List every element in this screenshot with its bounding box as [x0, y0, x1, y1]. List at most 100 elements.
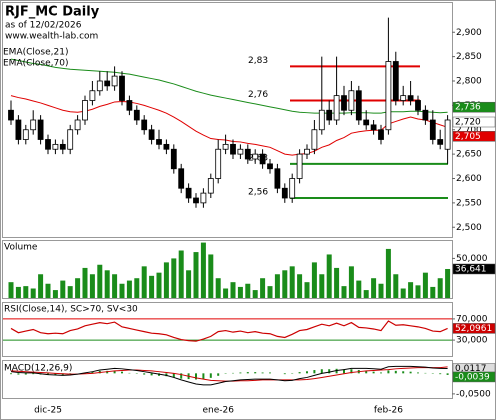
volume-bar — [245, 283, 251, 298]
candle-body — [348, 90, 355, 111]
value-badge — [452, 371, 496, 383]
volume-bar — [415, 285, 421, 298]
volume-bar — [319, 274, 325, 298]
candle-body — [341, 95, 347, 111]
volume-bar — [223, 288, 229, 298]
volume-bar — [408, 282, 414, 298]
candle-body — [311, 129, 318, 150]
y-tick-label: 50,000 — [456, 254, 488, 264]
y-tick-label: -0,0500 — [456, 389, 491, 399]
volume-bar — [104, 270, 110, 298]
value-badge-label: 2,705 — [455, 132, 481, 142]
candle-body — [170, 148, 177, 170]
watermark: www.wealth-lab.com — [5, 32, 98, 42]
candle-body — [318, 109, 325, 131]
volume-bar — [311, 262, 317, 298]
volume-bar — [178, 250, 184, 298]
volume-bar — [215, 278, 221, 298]
volume-bar — [356, 280, 362, 298]
candle-body — [22, 129, 29, 140]
level-label: 2,56 — [248, 188, 268, 198]
y-tick-label: 2,650 — [456, 150, 482, 160]
level-label: 2,83 — [248, 56, 268, 66]
y-tick-label: 2,550 — [456, 198, 482, 208]
value-badge-label: 2,736 — [455, 103, 481, 113]
volume-bar — [15, 286, 21, 298]
volume-bar — [363, 290, 369, 298]
volume-bar — [378, 283, 384, 298]
candle-body — [133, 109, 140, 121]
candle-body — [89, 90, 96, 101]
candle-body — [59, 143, 66, 150]
value-badge-label: 0,0117 — [455, 364, 487, 374]
candle-body — [30, 119, 37, 131]
volume-bar — [193, 252, 199, 298]
candle-body — [274, 168, 281, 189]
volume-bar — [297, 274, 303, 298]
candle-body — [370, 124, 377, 131]
candle-body — [67, 129, 74, 150]
candle-body — [119, 75, 125, 101]
y-tick-label: 2,500 — [456, 223, 482, 233]
candle-body — [156, 139, 162, 145]
x-tick-label: dic-25 — [34, 406, 62, 416]
volume-bar — [371, 278, 377, 298]
candle-body — [185, 187, 192, 199]
line — [10, 365, 448, 386]
value-badge — [452, 323, 496, 334]
candle-body — [267, 163, 273, 170]
volume-bar — [237, 286, 243, 298]
candle-body — [141, 119, 148, 131]
value-badge — [452, 116, 496, 128]
candle-body — [422, 109, 429, 121]
value-badge — [452, 263, 496, 275]
legend-entry: EMA(Close,70) — [3, 59, 68, 69]
volume-bar — [97, 264, 103, 298]
candle-body — [244, 148, 251, 160]
volume-bar — [341, 286, 347, 298]
candle-body — [333, 95, 340, 121]
line — [10, 58, 448, 114]
volume-bar — [289, 266, 295, 298]
panel-title: MACD(12,26,9) — [4, 364, 72, 374]
candle-body — [178, 168, 185, 189]
volume-bar — [186, 270, 192, 298]
candle-body — [163, 143, 170, 150]
candle-body — [437, 139, 444, 145]
candle-body — [378, 129, 384, 140]
volume-bar — [67, 286, 73, 298]
volume-bar — [400, 288, 406, 298]
x-tick-label: feb-26 — [374, 406, 403, 416]
volume-bar — [126, 280, 132, 298]
candle-body — [407, 95, 414, 101]
volume-bar — [422, 272, 428, 298]
candle-body — [230, 143, 236, 155]
volume-bar — [393, 274, 399, 298]
volume-bar — [134, 278, 140, 298]
volume-bar — [60, 280, 66, 298]
line — [10, 320, 448, 342]
y-tick-label: 70,000 — [456, 314, 488, 324]
candle-body — [200, 192, 207, 204]
volume-bar — [45, 283, 51, 298]
value-badge — [452, 101, 496, 113]
y-tick-label: 2,600 — [456, 174, 482, 184]
volume-bar — [260, 278, 266, 298]
volume-bar — [252, 290, 258, 298]
candle-body — [252, 153, 259, 160]
panel-title: Volume — [4, 243, 38, 253]
y-tick-label: 2,800 — [456, 77, 482, 87]
value-badge-label: -0,0039 — [455, 372, 490, 382]
y-tick-label: 30,000 — [456, 336, 488, 346]
candle-body — [37, 119, 44, 140]
volume-bar — [23, 286, 29, 298]
candle-body — [82, 100, 88, 121]
candle-body — [289, 178, 296, 199]
volume-bar — [75, 278, 81, 298]
value-badge-label: 2,720 — [455, 118, 481, 128]
value-badge-label: 52,0961 — [455, 324, 492, 334]
volume-bar — [30, 288, 36, 298]
volume-bar — [348, 266, 354, 298]
volume-bar — [445, 268, 451, 298]
